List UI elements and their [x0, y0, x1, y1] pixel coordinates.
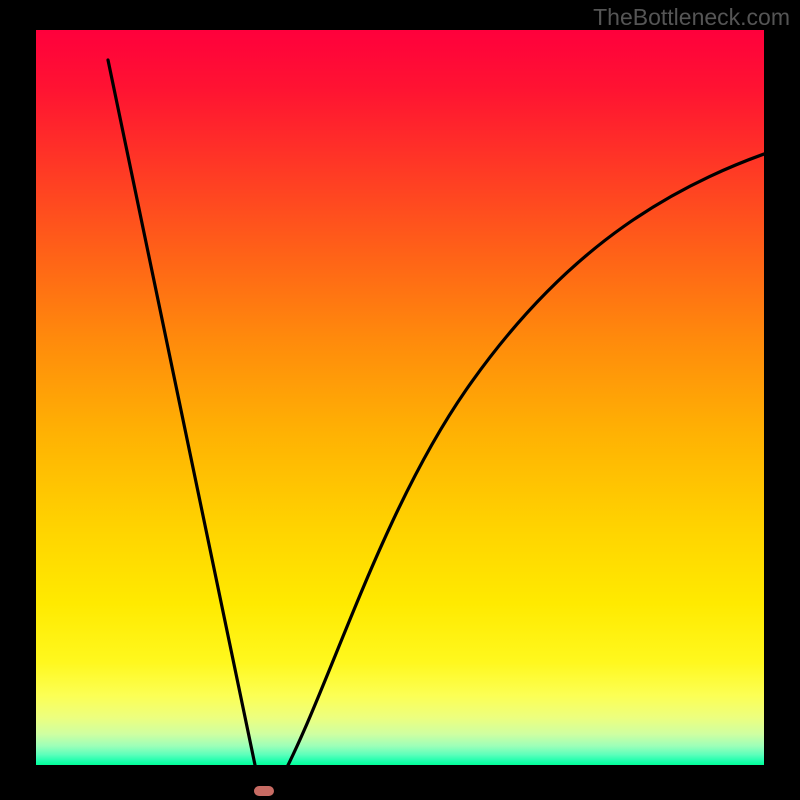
plot-background — [36, 30, 764, 765]
plot-area — [36, 30, 800, 796]
watermark-text: TheBottleneck.com — [593, 4, 790, 31]
bottleneck-chart — [0, 0, 800, 800]
chart-container: TheBottleneck.com — [0, 0, 800, 800]
dip-marker — [254, 786, 274, 796]
